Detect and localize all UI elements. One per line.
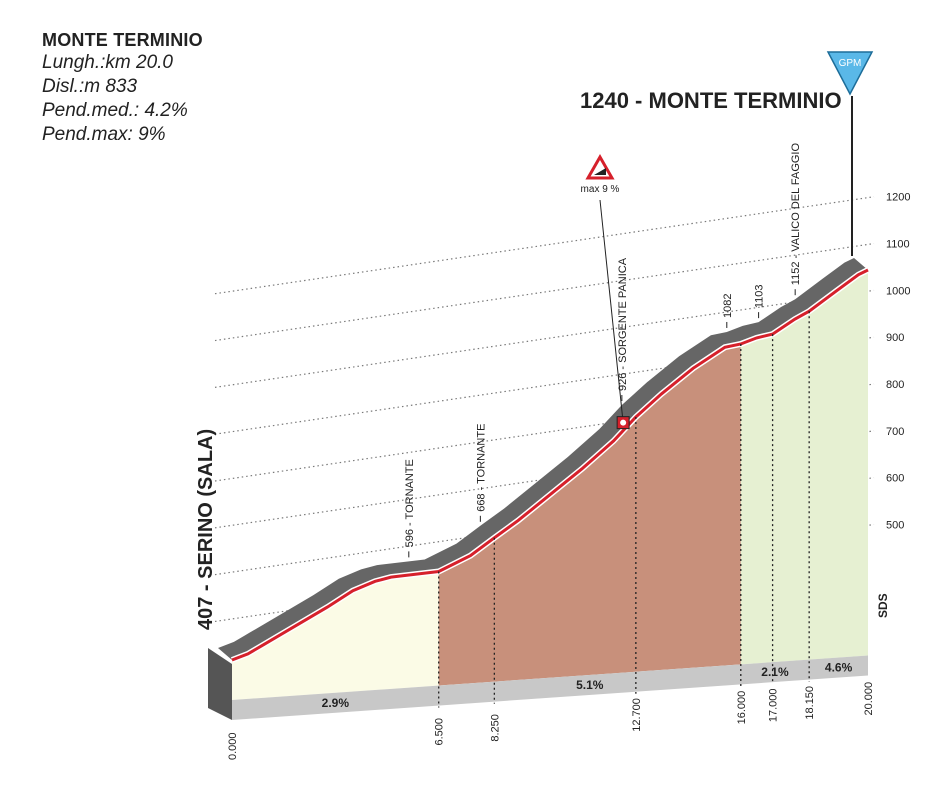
grade-label: 5.1% <box>576 678 604 692</box>
waypoint-label: 1103 <box>754 284 766 308</box>
elevation-tick-labels: 500 600 700 800 900 1000 1100 1200 <box>886 192 910 532</box>
gradient-fill-2.1% <box>740 311 810 665</box>
gradient-fill-5.1% <box>438 343 741 686</box>
waypoint-label: 1082 <box>722 293 734 317</box>
start-label: 407 - SERINO (SALA) <box>195 429 217 630</box>
km-label: 0.000 <box>227 732 239 760</box>
waypoint-label: 596 - TORNANTE <box>404 459 416 547</box>
base-strip <box>232 655 868 720</box>
waypoint-label: 668 - TORNANTE <box>475 424 487 512</box>
km-label: 17.000 <box>768 689 780 723</box>
gradient-fills <box>232 269 868 700</box>
gradient-fill-2.9% <box>232 571 439 700</box>
elevation-tick: 500 <box>886 519 904 531</box>
km-label: 16.000 <box>736 691 748 725</box>
waypoint-label: 1152 - VALICO DEL FAGGIO <box>790 143 802 286</box>
waypoint-label: 926 - SORGENTE PANICA <box>617 257 629 391</box>
gridline <box>214 383 875 482</box>
elevation-tick: 600 <box>886 473 904 485</box>
climb-average-grade: Pend.med.: 4.2% <box>42 100 188 121</box>
gridline <box>214 242 875 342</box>
gridline <box>214 336 875 435</box>
grade-label: 2.9% <box>322 696 350 710</box>
km-label: 20.000 <box>863 682 875 716</box>
elevation-tick: 700 <box>886 426 904 438</box>
elevation-tick: 1200 <box>886 192 910 204</box>
gridline <box>214 289 875 388</box>
km-label: 18.150 <box>804 686 816 720</box>
elevation-tick: 1000 <box>886 285 910 297</box>
profile-labels: 407 - SERINO (SALA) 596 - TORNANTE 668 - T… <box>195 96 853 630</box>
sds-label: SDS <box>876 593 890 618</box>
elevation-tick: 800 <box>886 379 904 391</box>
climb-length: Lungh.:km 20.0 <box>42 52 173 73</box>
grade-label: 4.6% <box>825 661 853 675</box>
km-label: 12.700 <box>631 698 643 732</box>
climb-info-panel: MONTE TERMINIO Lungh.:km 20.0 Disl.:m 83… <box>42 30 203 147</box>
gridline <box>214 196 875 295</box>
base-left-face <box>208 648 232 720</box>
elevation-tick: 1100 <box>886 239 910 251</box>
svg-text:GPM: GPM <box>839 58 862 69</box>
gpm-badge: GPM <box>826 51 874 96</box>
elevation-tick: 900 <box>886 332 904 344</box>
road-base-strip: 2.9% 5.1% 2.1% 4.6% <box>208 648 868 720</box>
max-gradient-dot <box>620 419 627 426</box>
climb-max-grade: Pend.max: 9% <box>42 124 166 145</box>
climb-title: MONTE TERMINIO <box>42 30 203 50</box>
climb-elevation-gain: Disl.:m 833 <box>42 76 138 97</box>
road-profile <box>218 257 870 663</box>
gradient-fill-4.6% <box>809 269 868 660</box>
summit-label: 1240 - MONTE TERMINIO <box>580 88 842 113</box>
grade-label: 2.1% <box>761 665 789 679</box>
max-gradient-pointer <box>599 199 624 423</box>
road-line <box>231 268 869 662</box>
km-label: 8.250 <box>489 714 501 742</box>
max-gradient-badge: max 9 % <box>581 153 620 195</box>
max-gradient-label: max 9 % <box>581 184 620 195</box>
km-label: 6.500 <box>434 718 446 746</box>
km-drop-lines: 0.000 6.500 8.250 12.700 16.000 17.000 18.150 2… <box>227 311 875 760</box>
